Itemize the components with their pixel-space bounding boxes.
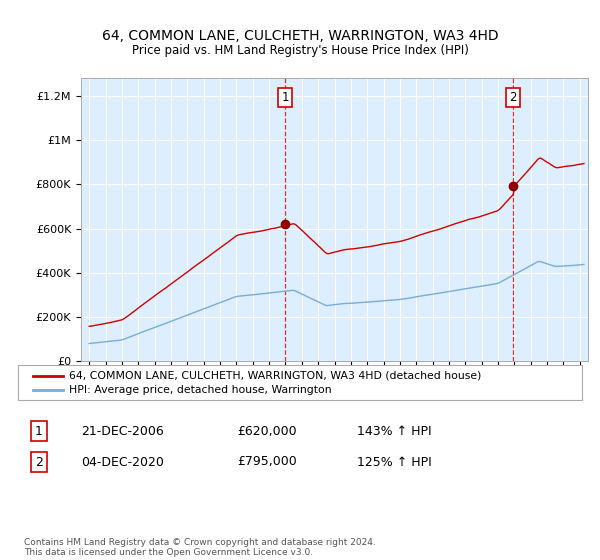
Text: £620,000: £620,000: [237, 424, 296, 438]
Text: 1: 1: [35, 424, 43, 438]
Text: 21-DEC-2006: 21-DEC-2006: [81, 424, 164, 438]
Text: 1: 1: [281, 91, 289, 104]
Text: HPI: Average price, detached house, Warrington: HPI: Average price, detached house, Warr…: [69, 385, 332, 395]
Text: 64, COMMON LANE, CULCHETH, WARRINGTON, WA3 4HD: 64, COMMON LANE, CULCHETH, WARRINGTON, W…: [101, 29, 499, 44]
Text: 2: 2: [509, 91, 517, 104]
Text: 125% ↑ HPI: 125% ↑ HPI: [357, 455, 432, 469]
Text: £795,000: £795,000: [237, 455, 297, 469]
Text: 64, COMMON LANE, CULCHETH, WARRINGTON, WA3 4HD (detached house): 64, COMMON LANE, CULCHETH, WARRINGTON, W…: [69, 371, 481, 381]
Text: 04-DEC-2020: 04-DEC-2020: [81, 455, 164, 469]
Text: 143% ↑ HPI: 143% ↑ HPI: [357, 424, 431, 438]
Text: Price paid vs. HM Land Registry's House Price Index (HPI): Price paid vs. HM Land Registry's House …: [131, 44, 469, 57]
Text: 2: 2: [35, 455, 43, 469]
Text: Contains HM Land Registry data © Crown copyright and database right 2024.
This d: Contains HM Land Registry data © Crown c…: [24, 538, 376, 557]
